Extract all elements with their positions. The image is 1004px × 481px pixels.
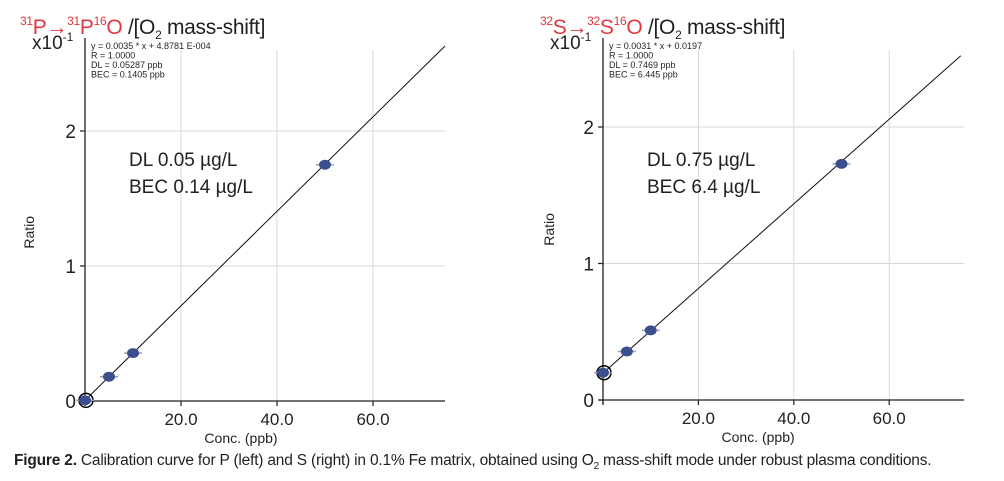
stats-line: BEC = 0.1405 ppb	[91, 70, 165, 80]
data-point	[644, 325, 657, 336]
title-element: S	[552, 16, 567, 39]
stats-line: y = 0.0031 * x + 0.0197	[609, 41, 702, 51]
arrow-icon: →	[566, 16, 588, 39]
stats-line: DL = 0.7469 ppb	[609, 60, 675, 70]
title-mode: /[O	[642, 16, 676, 39]
title-element: S	[599, 16, 614, 39]
y-multiplier-label: x10-1	[32, 30, 74, 54]
data-point	[597, 367, 609, 378]
title-mass-number: 32	[540, 14, 553, 28]
caption-text: mass-shift mode under robust plasma cond…	[598, 452, 932, 469]
title-mode: /[O	[122, 16, 156, 39]
annotation-text: DL 0.05 µg/L	[129, 150, 237, 171]
y-tick-label: 0	[583, 391, 594, 412]
caption-subscript: 2	[593, 461, 600, 472]
x-tick-label: 40.0	[777, 409, 810, 428]
title-element: P	[32, 16, 47, 39]
caption-text: Calibration curve for P (left) and S (ri…	[76, 452, 594, 469]
right-panel-title: 32S→32S16O /[O2 mass-shift]	[540, 14, 786, 42]
x-axis-label: Conc. (ppb)	[722, 429, 795, 445]
stats-line: BEC = 6.445 ppb	[609, 70, 678, 80]
title-mass-number: 31	[20, 14, 33, 28]
y-tick-label: 1	[583, 255, 594, 276]
fit-line	[84, 45, 446, 401]
y-tick-label: 2	[65, 122, 76, 143]
title-element: O	[626, 16, 643, 39]
title-mode: mass-shift]	[681, 16, 786, 39]
title-mass-number: 16	[613, 14, 627, 28]
y-axis-label: Ratio	[21, 216, 37, 249]
annotation-text: DL 0.75 µg/L	[647, 150, 755, 171]
annotation-text: BEC 6.4 µg/L	[647, 177, 760, 198]
stats-line: y = 0.0035 * x + 4.8781 E-004	[91, 41, 211, 51]
stats-line: DL = 0.05287 ppb	[91, 60, 162, 70]
x-tick-label: 40.0	[260, 410, 293, 429]
data-point	[620, 346, 633, 357]
y-tick-label: 0	[65, 392, 76, 413]
data-point	[319, 159, 331, 170]
title-element: P	[79, 16, 94, 39]
title-subscript: 2	[155, 28, 162, 42]
x-tick-label: 60.0	[873, 409, 906, 428]
fit-line	[602, 55, 962, 374]
x-axis-label: Conc. (ppb)	[204, 430, 277, 446]
stats-line: R = 1.0000	[91, 51, 135, 61]
x-tick-label: 20.0	[164, 410, 197, 429]
y-axis-label: Ratio	[541, 213, 557, 246]
data-point	[835, 158, 848, 169]
stats-line: R = 1.0000	[609, 51, 653, 61]
title-subscript: 2	[675, 28, 682, 42]
title-element: O	[106, 16, 123, 39]
annotation-text: BEC 0.14 µg/L	[129, 177, 253, 198]
left-panel-title: 31P→31P16O /[O2 mass-shift]	[20, 14, 266, 42]
title-mass-number: 31	[67, 14, 80, 28]
data-point	[103, 371, 115, 382]
x-tick-label: 60.0	[356, 410, 389, 429]
y-tick-label: 2	[583, 118, 594, 139]
figure-caption: Figure 2. Calibration curve for P (left)…	[14, 452, 932, 472]
data-point	[127, 348, 139, 359]
y-multiplier-label: x10-1	[550, 30, 592, 54]
caption-label: Figure 2.	[14, 452, 77, 469]
title-mass-number: 32	[587, 14, 600, 28]
arrow-icon: →	[46, 16, 68, 39]
x-tick-label: 20.0	[682, 409, 715, 428]
title-mode: mass-shift]	[161, 16, 266, 39]
data-point	[79, 395, 91, 406]
y-tick-label: 1	[65, 257, 76, 278]
title-mass-number: 16	[93, 14, 107, 28]
